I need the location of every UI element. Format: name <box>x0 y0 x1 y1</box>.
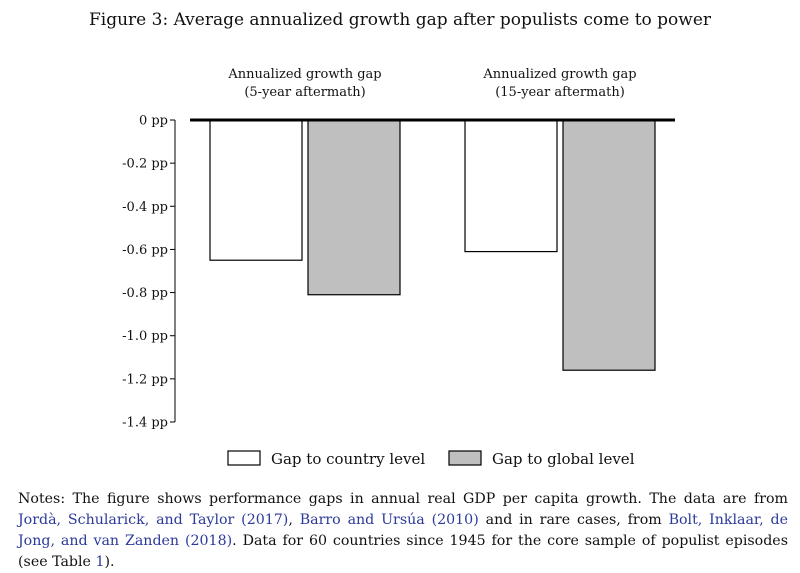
figure-notes: Notes: The figure shows performance gaps… <box>18 489 788 573</box>
y-tick-label: -1.0 pp <box>122 329 168 344</box>
y-tick-label: 0 pp <box>139 114 168 129</box>
legend-swatch <box>448 450 482 466</box>
y-tick-label: -1.4 pp <box>122 416 168 431</box>
bar <box>562 119 656 371</box>
y-tick-label: -0.2 pp <box>122 157 168 172</box>
category-label: Annualized growth gap <box>482 67 636 82</box>
panel-labels: Annualized growth gap (5-year aftermath) A… <box>227 67 636 100</box>
bar <box>209 119 303 261</box>
bars <box>209 119 656 371</box>
figure-title: Figure 3: Average annualized growth gap … <box>88 10 712 30</box>
y-tick-label: -0.4 pp <box>122 200 168 215</box>
y-tick-label: -1.2 pp <box>122 372 168 387</box>
bar-chart: 0 pp -0.2 pp -0.4 pp -0.6 pp -0.8 pp -1.0 pp -… <box>122 67 675 468</box>
bar <box>307 119 401 296</box>
category-label: (5-year aftermath) <box>244 85 365 100</box>
y-axis: 0 pp -0.2 pp -0.4 pp -0.6 pp -0.8 pp -1.0 pp -… <box>122 114 176 431</box>
notes-text: and in rare cases, from <box>478 512 669 528</box>
notes-text: Notes: The figure shows performance gaps… <box>18 491 788 507</box>
citation-link[interactable]: 1 <box>95 554 105 570</box>
legend: Gap to country level Gap to global level <box>227 450 635 468</box>
citation-link[interactable]: Jordà, Schularick, and Taylor (2017) <box>18 512 289 528</box>
legend-swatch <box>227 450 261 466</box>
citation-link[interactable]: Bolt, Inklaar, de Jong, and van Zanden (… <box>18 512 788 549</box>
bar <box>464 119 558 253</box>
category-label: Annualized growth gap <box>227 67 381 82</box>
y-tick-label: -0.6 pp <box>122 243 168 258</box>
category-label: (15-year aftermath) <box>495 85 625 100</box>
notes-text: , <box>288 512 300 528</box>
citation-link[interactable]: Barro and Ursúa (2010) <box>299 512 479 528</box>
y-tick-label: -0.8 pp <box>122 286 168 301</box>
notes-text: ). <box>104 554 115 570</box>
legend-label: Gap to global level <box>492 450 635 468</box>
legend-label: Gap to country level <box>271 450 425 468</box>
